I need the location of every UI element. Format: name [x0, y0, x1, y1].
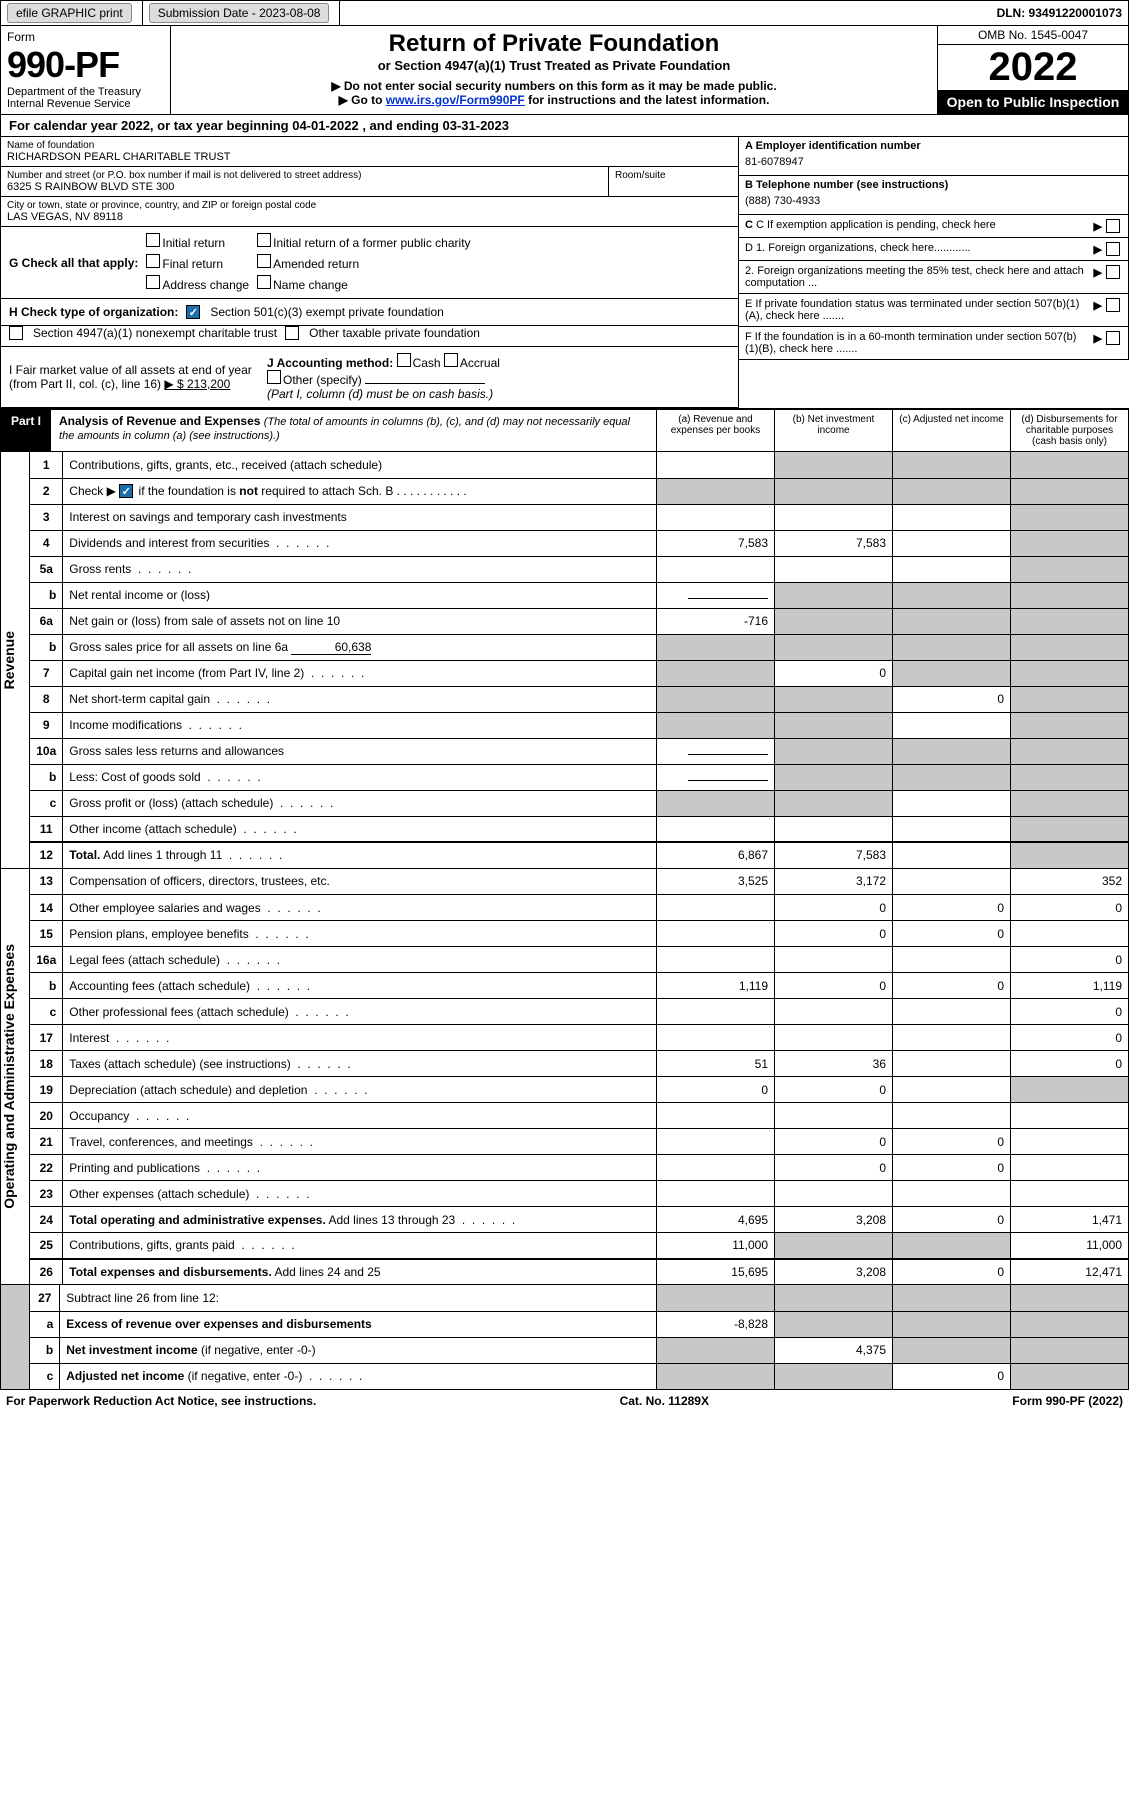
- final-table: 27Subtract line 26 from line 12:aExcess …: [29, 1285, 1129, 1390]
- line-row: 24Total operating and administrative exp…: [30, 1207, 1129, 1233]
- form-number: 990-PF: [7, 44, 164, 86]
- line-row: bNet investment income (if negative, ent…: [30, 1337, 1129, 1363]
- part1-label: Part I: [1, 410, 51, 451]
- col-a: (a) Revenue and expenses per books: [656, 410, 774, 451]
- chk-4947[interactable]: [9, 326, 23, 340]
- line-row: 7Capital gain net income (from Part IV, …: [30, 660, 1129, 686]
- line-row: 2Check ▶ if the foundation is not requir…: [30, 478, 1129, 504]
- telephone: (888) 730-4933: [745, 191, 1122, 211]
- part1-header: Part I Analysis of Revenue and Expenses …: [0, 408, 1129, 452]
- chk-initial-former[interactable]: [257, 233, 271, 247]
- line-row: 16aLegal fees (attach schedule) . . . . …: [30, 947, 1129, 973]
- g-check-row: G Check all that apply: Initial return F…: [1, 227, 739, 299]
- line-row: bGross sales price for all assets on lin…: [30, 634, 1129, 660]
- efile-box: efile GRAPHIC print: [1, 1, 143, 25]
- chk-c[interactable]: [1106, 219, 1120, 233]
- form-header: Form 990-PF Department of the Treasury I…: [0, 26, 1129, 115]
- address: 6325 S RAINBOW BLVD STE 300: [7, 181, 602, 193]
- line-row: 3Interest on savings and temporary cash …: [30, 504, 1129, 530]
- room-label: Room/suite: [615, 170, 732, 181]
- line-row: bLess: Cost of goods sold . . . . . .: [30, 764, 1129, 790]
- line-row: aExcess of revenue over expenses and dis…: [30, 1311, 1129, 1337]
- tax-year: 2022: [938, 45, 1128, 90]
- line-row: 14Other employee salaries and wages . . …: [30, 895, 1129, 921]
- subtitle: or Section 4947(a)(1) Trust Treated as P…: [181, 58, 927, 73]
- chk-cash[interactable]: [397, 353, 411, 367]
- ein: 81-6078947: [745, 152, 1122, 172]
- chk-e[interactable]: [1106, 298, 1120, 312]
- line-row: bNet rental income or (loss): [30, 582, 1129, 608]
- top-bar: efile GRAPHIC print Submission Date - 20…: [0, 0, 1129, 26]
- dln: DLN: 93491220001073: [991, 1, 1128, 25]
- chk-other-method[interactable]: [267, 370, 281, 384]
- submission-date: Submission Date - 2023-08-08: [143, 1, 341, 25]
- line-row: 18Taxes (attach schedule) (see instructi…: [30, 1051, 1129, 1077]
- entity-info: Name of foundationRICHARDSON PEARL CHARI…: [0, 137, 1129, 408]
- chk-d1[interactable]: [1106, 242, 1120, 256]
- chk-final[interactable]: [146, 254, 160, 268]
- line-row: 12Total. Add lines 1 through 11 . . . . …: [30, 842, 1129, 868]
- line-row: 21Travel, conferences, and meetings . . …: [30, 1129, 1129, 1155]
- chk-address[interactable]: [146, 275, 160, 289]
- form-link[interactable]: www.irs.gov/Form990PF: [386, 93, 525, 107]
- line-row: bAccounting fees (attach schedule) . . .…: [30, 973, 1129, 999]
- chk-accrual[interactable]: [444, 353, 458, 367]
- side-revenue: Revenue: [0, 452, 29, 869]
- chk-501c3[interactable]: [186, 305, 200, 319]
- line-row: 25Contributions, gifts, grants paid . . …: [30, 1233, 1129, 1259]
- chk-initial[interactable]: [146, 233, 160, 247]
- efile-btn[interactable]: efile GRAPHIC print: [7, 3, 132, 23]
- city: LAS VEGAS, NV 89118: [7, 211, 732, 223]
- line-row: 1Contributions, gifts, grants, etc., rec…: [30, 452, 1129, 478]
- chk-other-tax[interactable]: [285, 326, 299, 340]
- chk-d2[interactable]: [1106, 265, 1120, 279]
- line-row: 11Other income (attach schedule) . . . .…: [30, 816, 1129, 842]
- chk-namechange[interactable]: [257, 275, 271, 289]
- footer: For Paperwork Reduction Act Notice, see …: [0, 1390, 1129, 1412]
- line-row: 8Net short-term capital gain . . . . . .…: [30, 686, 1129, 712]
- line-row: 17Interest . . . . . .0: [30, 1025, 1129, 1051]
- revenue-table: 1Contributions, gifts, grants, etc., rec…: [29, 452, 1129, 869]
- dept: Department of the Treasury: [7, 86, 164, 98]
- open-public-badge: Open to Public Inspection: [938, 90, 1128, 114]
- calendar-year: For calendar year 2022, or tax year begi…: [0, 115, 1129, 137]
- line-row: cOther professional fees (attach schedul…: [30, 999, 1129, 1025]
- line-row: cGross profit or (loss) (attach schedule…: [30, 790, 1129, 816]
- irs: Internal Revenue Service: [7, 98, 164, 110]
- line-row: 20Occupancy . . . . . .: [30, 1103, 1129, 1129]
- expense-table: 13Compensation of officers, directors, t…: [29, 869, 1129, 1286]
- line-row: 10aGross sales less returns and allowanc…: [30, 738, 1129, 764]
- line-row: cAdjusted net income (if negative, enter…: [30, 1363, 1129, 1389]
- col-c: (c) Adjusted net income: [892, 410, 1010, 451]
- col-b: (b) Net investment income: [774, 410, 892, 451]
- chk-f[interactable]: [1106, 331, 1120, 345]
- fmv-value: ▶ $ 213,200: [164, 377, 230, 391]
- col-d: (d) Disbursements for charitable purpose…: [1010, 410, 1128, 451]
- line-row: 13Compensation of officers, directors, t…: [30, 869, 1129, 895]
- line-row: 26Total expenses and disbursements. Add …: [30, 1259, 1129, 1285]
- title: Return of Private Foundation: [181, 30, 927, 58]
- foundation-name: RICHARDSON PEARL CHARITABLE TRUST: [7, 151, 732, 163]
- line-row: 19Depreciation (attach schedule) and dep…: [30, 1077, 1129, 1103]
- line-row: 5aGross rents . . . . . .: [30, 556, 1129, 582]
- note1: ▶ Do not enter social security numbers o…: [181, 79, 927, 93]
- i-j-row: I Fair market value of all assets at end…: [1, 347, 739, 408]
- line-row: 23Other expenses (attach schedule) . . .…: [30, 1181, 1129, 1207]
- omb: OMB No. 1545-0047: [938, 26, 1128, 45]
- line-row: 9Income modifications . . . . . .: [30, 712, 1129, 738]
- line-row: 27Subtract line 26 from line 12:: [30, 1285, 1129, 1311]
- line-row: 22Printing and publications . . . . . .0…: [30, 1155, 1129, 1181]
- side-expenses: Operating and Administrative Expenses: [0, 869, 29, 1286]
- form-word: Form: [7, 30, 164, 44]
- chk-amended[interactable]: [257, 254, 271, 268]
- h-check-row: H Check type of organization: Section 50…: [1, 299, 739, 326]
- line-row: 6aNet gain or (loss) from sale of assets…: [30, 608, 1129, 634]
- line-row: 15Pension plans, employee benefits . . .…: [30, 921, 1129, 947]
- line-row: 4Dividends and interest from securities …: [30, 530, 1129, 556]
